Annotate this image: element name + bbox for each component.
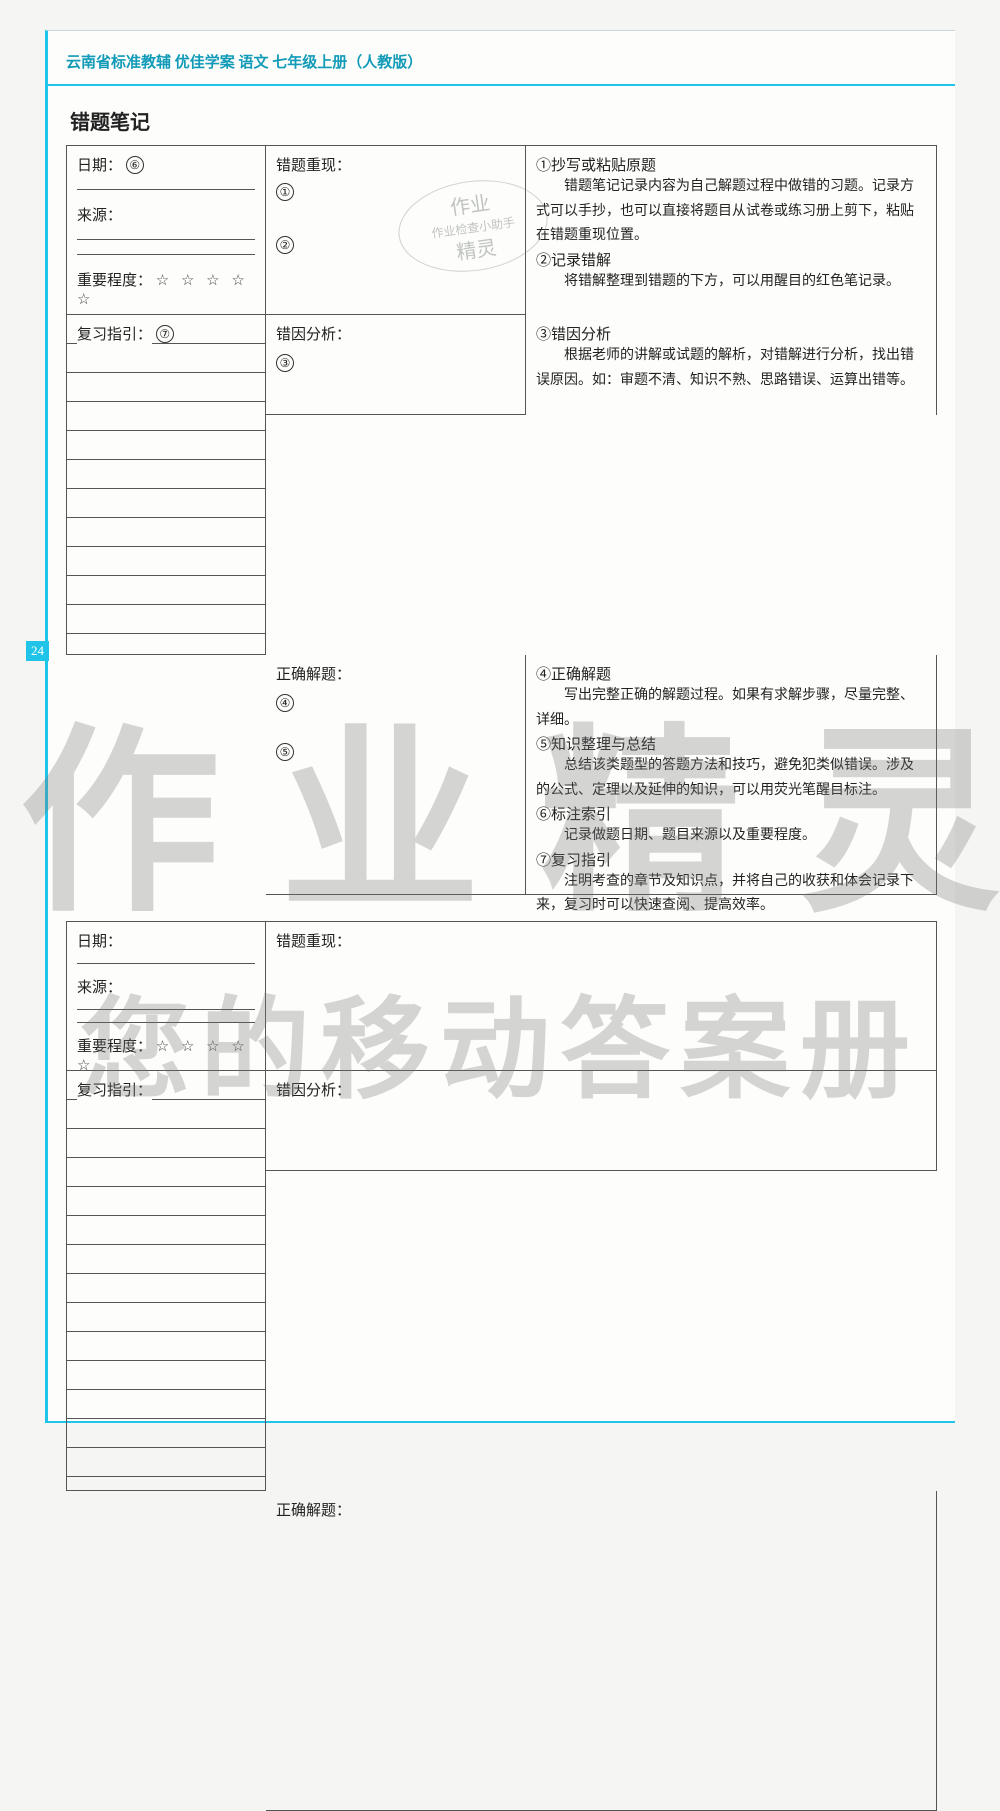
instr-p5: 总结该类题型的答题方法和技巧，避免犯类似错误。涉及的公式、定理以及延伸的知识，可… [536,754,926,803]
importance-label: 重要程度： [77,269,152,290]
cause-box-2: 错因分析： [266,1071,937,1171]
marker-2: ② [276,236,294,254]
page: 云南省标准教辅 优佳学案 语文 七年级上册（人教版） 错题笔记 日期： ⑥ 来源… [45,30,955,1423]
instr-h2: ②记录错解 [536,249,926,270]
importance-label-2: 重要程度： [77,1035,152,1056]
page-number: 24 [26,641,49,661]
meta-box-2: 日期： 来源： 重要程度： ☆ ☆ ☆ ☆ ☆ [66,921,266,1071]
instr-h7: ⑦复习指引 [536,849,926,870]
reproduce-label-2: 错题重现： [276,930,351,951]
correct-box: 正确解题： ④ ⑤ [266,655,526,895]
meta-box: 日期： ⑥ 来源： 重要程度： ☆ ☆ ☆ ☆ ☆ [66,145,266,315]
marker-4: ④ [276,694,294,712]
correct-label: 正确解题： [276,663,351,684]
instr-p1: 错题笔记记录内容为自己解题过程中做错的习题。记录方式可以手抄，也可以直接将题目从… [536,175,926,249]
reproduce-label: 错题重现： [276,154,351,175]
marker-1: ① [276,183,294,201]
instr-h5: ⑤知识整理与总结 [536,733,926,754]
correct-box-2: 正确解题： [266,1491,937,1811]
instr-1: ①抄写或粘贴原题 错题笔记记录内容为自己解题过程中做错的习题。记录方式可以手抄，… [526,145,937,315]
marker-5: ⑤ [276,743,294,761]
instr-p2: 将错解整理到错题的下方，可以用醒目的红色笔记录。 [536,270,926,295]
review-box-2: 复习指引： [66,1071,266,1491]
header-text: 云南省标准教辅 优佳学案 语文 七年级上册（人教版） [66,55,422,71]
marker-7: ⑦ [156,325,174,343]
instr-3: ③错因分析 根据老师的讲解或试题的解析，对错解进行分析，找出错误原因。如：审题不… [526,315,937,415]
date-label-2: 日期： [77,930,122,951]
review-label-2: 复习指引： [77,1079,152,1100]
instr-h3: ③错因分析 [536,323,926,344]
instr-p6: 记录做题日期、题目来源以及重要程度。 [536,824,926,849]
source-label: 来源： [77,204,122,225]
review-label: 复习指引： [77,323,152,344]
cause-label: 错因分析： [276,323,351,344]
date-label: 日期： [77,154,122,175]
instr-p7: 注明考查的章节及知识点，并将自己的收获和体会记录下来，复习时可以快速查阅、提高效… [536,870,926,919]
template-block-2: 日期： 来源： 重要程度： ☆ ☆ ☆ ☆ ☆ 错题重现： 复习指引： 错因分析… [66,921,937,1811]
instr-h1: ①抄写或粘贴原题 [536,154,926,175]
correct-label-2: 正确解题： [276,1499,351,1520]
cause-label-2: 错因分析： [276,1079,351,1100]
header-rule [48,84,955,86]
cause-box: 错因分析： ③ [266,315,526,415]
book-header: 云南省标准教辅 优佳学案 语文 七年级上册（人教版） [66,51,955,72]
instr-h4: ④正确解题 [536,663,926,684]
review-box: 复习指引： ⑦ [66,315,266,655]
instr-h6: ⑥标注索引 [536,803,926,824]
instr-p3: 根据老师的讲解或试题的解析，对错解进行分析，找出错误原因。如：审题不清、知识不熟… [536,344,926,393]
instr-4: ④正确解题 写出完整正确的解题过程。如果有求解步骤，尽量完整、详细。 ⑤知识整理… [526,655,937,895]
marker-3: ③ [276,354,294,372]
marker-6: ⑥ [126,156,144,174]
reproduce-box-2: 错题重现： [266,921,937,1071]
source-label-2: 来源： [77,976,122,997]
page-title: 错题笔记 [70,106,955,135]
instr-p4: 写出完整正确的解题过程。如果有求解步骤，尽量完整、详细。 [536,684,926,733]
